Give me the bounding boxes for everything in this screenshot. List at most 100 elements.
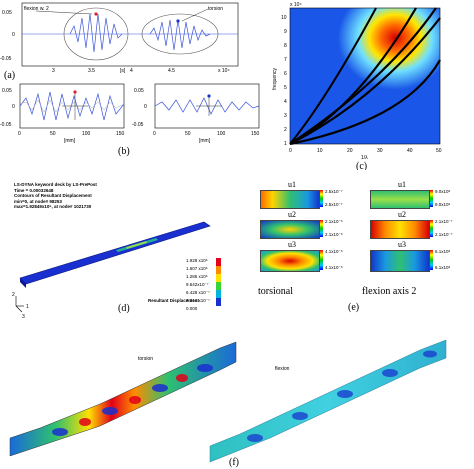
e-f-colorbar-1 — [430, 190, 433, 207]
e-t-scale-2-top: 2.1x10⁻⁶ — [325, 219, 343, 224]
e-t-scale-1-top: 2.5x10⁻⁷ — [325, 189, 343, 194]
a-xtick-3: 4 — [130, 68, 133, 74]
b-left-ytick-1: 0.05 — [2, 88, 12, 94]
d-cb-title: Resultant Displacement — [148, 298, 200, 303]
d-axis-y: 2 — [12, 292, 15, 298]
c-ytick-6: 6 — [284, 71, 287, 77]
a-annotation-torsion: torsion — [208, 6, 223, 12]
b-left-xtick-3: 100 — [82, 131, 91, 137]
e-t-colorbar-1 — [320, 190, 323, 207]
c-xtick-1: 0 — [289, 148, 292, 154]
e-t-map-3 — [260, 250, 320, 272]
a-xunit: [s] — [120, 68, 126, 74]
e-f-u1: u1 — [398, 180, 406, 189]
e-t-map-1 — [260, 190, 320, 209]
b-right-ytick-3: -0.05 — [132, 122, 144, 128]
e-t-colorbar-2 — [320, 220, 323, 237]
e-t-scale-3-top: 4.1x10⁻⁶ — [325, 249, 343, 254]
a-xtick-2: 3.5 — [88, 68, 95, 74]
c-xtick-4: 30 — [377, 148, 383, 154]
c-xtick-6: 50 — [436, 148, 442, 154]
lsdyna-header-line-3: Contours of Resultant Displacement — [14, 193, 92, 198]
c-yexp: x 10⁴ — [290, 2, 302, 8]
b-right-xtick-1: 0 — [153, 131, 156, 137]
panel-f-label: (f) — [229, 457, 239, 468]
b-right-ytick-1: 0.05 — [134, 88, 144, 94]
b-right-xtick-3: 100 — [217, 131, 226, 137]
panel-c-spectrum: 1 2 3 4 5 6 7 8 9 10 x 10⁴ 0 10 20 30 40… — [272, 2, 442, 170]
c-ytick-7: 7 — [284, 57, 287, 63]
c-xtick-3: 20 — [347, 148, 353, 154]
panel-c-label: (c) — [356, 161, 367, 170]
d-cb-6: 3.214 x10⁻⁷ — [186, 298, 210, 303]
c-ytick-5: 5 — [284, 85, 287, 91]
e-f-colorbar-2 — [430, 220, 433, 237]
e-f-scale-1-bottom: 9.0x10⁶ — [435, 202, 451, 207]
a-ytick-1: 0.05 — [2, 10, 12, 16]
a-xtick-4: 4.5 — [168, 68, 175, 74]
e-t-colorbar-3 — [320, 250, 323, 270]
panel-a-label: (a) — [4, 70, 15, 80]
e-flexion-label: flexion axis 2 — [362, 286, 417, 297]
e-t-scale-3-bottom: 4.1x10⁻⁶ — [325, 265, 343, 270]
c-ytick-8: 8 — [284, 43, 287, 49]
lsdyna-header-line-1: LS-DYNA keyword deck by LS-PrePost — [14, 182, 97, 187]
b-left-ytick-2: 0 — [12, 104, 15, 110]
panel-b-label: (b) — [118, 146, 130, 157]
b-left-ytick-3: -0.05 — [0, 122, 12, 128]
e-f-map-2 — [370, 220, 430, 239]
c-xtick-2: 10 — [317, 148, 323, 154]
d-axis-z: 3 — [22, 314, 25, 320]
panel-b-plots: 0.05 0 -0.05 0 50 100 150 [mm] 0.05 0 -0… — [0, 83, 260, 144]
d-cb-7: 0.000 — [186, 306, 198, 311]
b-left-xtick-2: 50 — [50, 131, 56, 137]
a-ytick-3: -0.05 — [0, 56, 12, 62]
c-ylabel: frequency — [272, 68, 278, 90]
panel-e-label: (e) — [348, 302, 360, 313]
lsdyna-header-line-4: min=0, at node# 98253 — [14, 198, 62, 204]
e-f-scale-3-bottom: 6.1x10⁶ — [435, 265, 451, 270]
e-t-scale-2-bottom: 2.1x10⁻⁶ — [325, 232, 343, 237]
e-f-scale-2-top: 2.1x10⁻⁷ — [435, 219, 453, 224]
e-f-colorbar-3 — [430, 250, 433, 270]
e-t-scale-1-bottom: 2.5x10⁻⁷ — [325, 202, 343, 207]
d-cb-1: 1.928 x10⁶ — [186, 258, 208, 263]
c-xtick-5: 40 — [407, 148, 413, 154]
d-cb-5: 6.428 x10⁻⁷ — [186, 290, 210, 295]
e-t-u3: u3 — [288, 240, 296, 249]
a-xtick-1: 3 — [52, 68, 55, 74]
a-ytick-2: 0 — [12, 32, 15, 38]
c-ytick-10: 10 — [281, 15, 287, 21]
panel-d-label: (d) — [118, 303, 130, 314]
e-t-u2: u2 — [288, 210, 296, 219]
panel-e: u1 2.5x10⁻⁷ 2.5x10⁻⁷ u2 2.1x10⁻⁶ 2.1x10⁻… — [252, 180, 474, 320]
a-xexp: x 10⁴ — [218, 68, 230, 74]
e-t-u1: u1 — [288, 180, 296, 189]
c-ytick-9: 9 — [284, 29, 287, 35]
a-annotation-flexion: flexion w. 2 — [24, 6, 49, 12]
c-xlabel: 1/λ — [361, 155, 368, 161]
f-torsion-text: torsion — [138, 356, 153, 362]
b-right-xtick-4: 150 — [251, 131, 260, 137]
b-left-xunit: [mm] — [64, 138, 76, 144]
e-t-map-2 — [260, 220, 320, 239]
lsdyna-header: LS-DYNA keyword deck by LS-PrePost Time … — [14, 182, 164, 210]
lsdyna-header-line-2: Time = 0.00032648 — [14, 187, 54, 193]
b-right-xunit: [mm] — [199, 138, 211, 144]
panel-a-plot: 0.05 0 -0.05 flexion w. 2 torsion 3 3.5 … — [0, 2, 239, 80]
c-ytick-4: 4 — [284, 99, 287, 105]
b-right-ytick-2: 0 — [144, 104, 147, 110]
e-f-scale-3-top: 6.1x10⁶ — [435, 249, 451, 254]
d-cb-4: 9.642x10⁻⁷ — [186, 282, 209, 287]
e-torsional-label: torsional — [258, 286, 293, 297]
e-f-scale-2-bottom: 2.1x10⁻⁷ — [435, 232, 453, 237]
e-f-u3: u3 — [398, 240, 406, 249]
d-axis-x: 1 — [26, 304, 29, 310]
b-left-xtick-1: 0 — [18, 131, 21, 137]
e-f-map-3 — [370, 250, 430, 272]
e-f-map-1 — [370, 190, 430, 209]
b-left-xtick-4: 150 — [116, 131, 125, 137]
c-ytick-3: 3 — [284, 113, 287, 119]
d-cb-2: 1.607 x10⁶ — [186, 266, 208, 271]
lsdyna-header-line-5: max=1.92849x10⁶, at node# 1021730 — [14, 204, 92, 209]
